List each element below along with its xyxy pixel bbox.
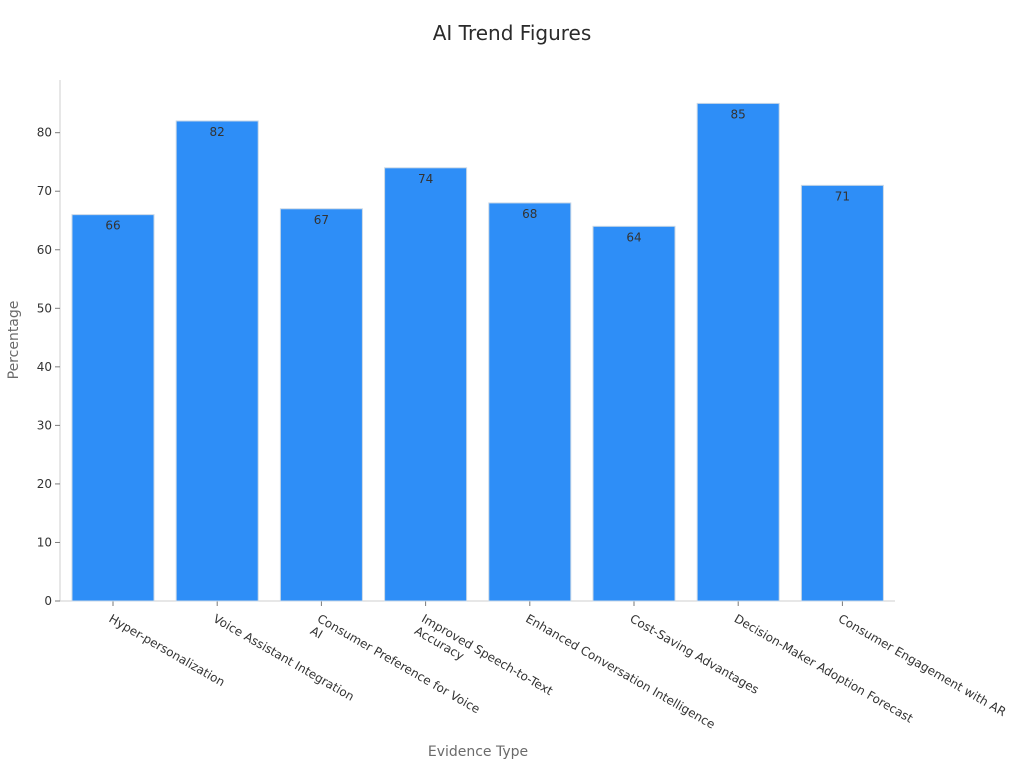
y-axis-title: Percentage — [6, 301, 22, 380]
x-tick-label-line: Decision-Maker Adoption Forecast — [732, 611, 916, 725]
y-tick-label: 10 — [37, 535, 52, 549]
bar — [800, 184, 884, 602]
x-tick-label: Decision-Maker Adoption Forecast — [732, 611, 916, 725]
bar — [696, 102, 780, 602]
y-tick-label: 50 — [37, 301, 52, 315]
x-tick-label-line: Enhanced Conversation Intelligence — [523, 611, 717, 731]
y-axis: 0 10 20 30 40 50 60 70 80 — [37, 80, 61, 608]
bars-group — [71, 102, 884, 602]
y-tick-label: 40 — [37, 360, 52, 374]
bar — [488, 202, 572, 602]
bar-value-label: 71 — [835, 189, 850, 203]
bar-value-label: 82 — [210, 125, 225, 139]
x-tick-label: Hyper-personalization — [107, 611, 228, 689]
data-labels-group: 66 82 67 74 68 64 85 71 — [105, 107, 850, 244]
bar-value-label: 66 — [105, 219, 120, 233]
y-tick-label: 20 — [37, 477, 52, 491]
x-tick-label-line: Consumer Preference for Voice — [315, 611, 483, 716]
y-tick-label: 0 — [44, 594, 52, 608]
bar — [592, 225, 676, 602]
x-tick-label: Consumer Engagement with AR — [836, 611, 1009, 719]
y-tick-label: 60 — [37, 243, 52, 257]
bar-value-label: 67 — [314, 213, 329, 227]
bar — [71, 214, 155, 602]
x-tick-label: Enhanced Conversation Intelligence — [523, 611, 717, 731]
bar-value-label: 74 — [418, 172, 433, 186]
bar-value-label: 64 — [626, 230, 641, 244]
y-tick-label: 70 — [37, 184, 52, 198]
bar — [384, 167, 468, 602]
x-tick-label-line: Consumer Engagement with AR — [836, 611, 1009, 719]
bar — [175, 120, 259, 602]
y-tick-label: 30 — [37, 418, 52, 432]
chart-title: AI Trend Figures — [433, 21, 592, 45]
y-tick-label: 80 — [37, 126, 52, 140]
bar-value-label: 85 — [731, 107, 746, 121]
bar — [279, 208, 363, 602]
x-axis-title: Evidence Type — [428, 744, 528, 760]
bar-value-label: 68 — [522, 207, 537, 221]
x-tick-label-line: Hyper-personalization — [107, 611, 228, 689]
